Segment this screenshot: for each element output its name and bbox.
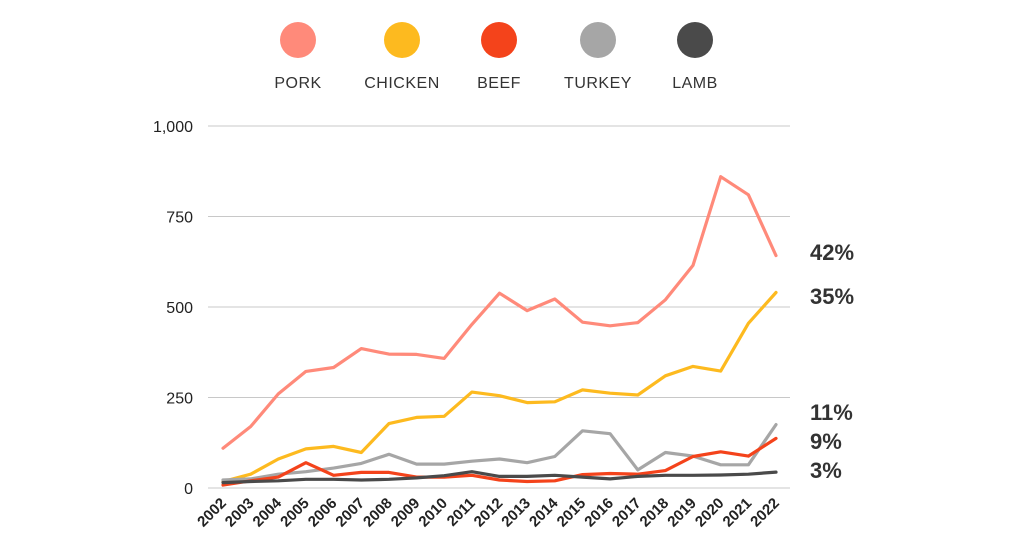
- end-label-chicken: 35%: [810, 284, 854, 309]
- legend: PORK CHICKEN BEEF TURKEY LAMB: [274, 22, 717, 92]
- series-line-beef: [221, 436, 778, 487]
- x-tick-label: 2012: [471, 495, 507, 531]
- legend-swatch-lamb: [677, 22, 713, 58]
- x-tick-label: 2007: [332, 495, 368, 531]
- x-tick-label: 2016: [581, 495, 617, 531]
- x-axis-ticks: 2002200320042005200620072008200920102011…: [194, 494, 783, 530]
- end-labels: 42% 35% 11% 9% 3%: [810, 240, 854, 483]
- legend-label-lamb: LAMB: [672, 75, 718, 92]
- x-tick-label: 2014: [526, 494, 562, 530]
- end-label-lamb: 3%: [810, 458, 842, 483]
- series-line-lamb: [221, 470, 778, 485]
- x-tick-label: 2006: [305, 495, 341, 531]
- end-label-pork: 42%: [810, 240, 854, 265]
- legend-swatch-pork: [280, 22, 316, 58]
- legend-label-pork: PORK: [274, 75, 321, 92]
- x-tick-label: 2019: [664, 495, 700, 531]
- x-tick-label: 2005: [277, 495, 313, 531]
- y-tick-label: 0: [184, 481, 193, 498]
- series-lines: [221, 175, 778, 487]
- end-label-turkey: 11%: [810, 400, 853, 425]
- x-tick-label: 2002: [194, 495, 230, 531]
- legend-label-chicken: CHICKEN: [364, 75, 440, 92]
- x-tick-label: 2003: [222, 495, 258, 531]
- y-tick-label: 250: [166, 391, 193, 408]
- x-tick-label: 2008: [360, 495, 396, 531]
- y-tick-label: 500: [166, 300, 193, 317]
- gridlines: [208, 125, 790, 489]
- x-tick-label: 2015: [554, 495, 590, 531]
- x-tick-label: 2017: [609, 495, 645, 531]
- series-line-pork: [221, 175, 778, 450]
- x-tick-label: 2021: [720, 495, 756, 531]
- x-tick-label: 2011: [444, 495, 479, 530]
- legend-swatch-turkey: [580, 22, 616, 58]
- legend-label-beef: BEEF: [477, 75, 521, 92]
- x-tick-label: 2018: [637, 495, 673, 531]
- y-tick-label: 1,000: [153, 119, 193, 136]
- end-label-beef: 9%: [810, 429, 842, 454]
- y-axis-ticks: 0 250 500 750 1,000: [153, 119, 193, 498]
- x-tick-label: 2010: [415, 495, 451, 531]
- legend-swatch-chicken: [384, 22, 420, 58]
- legend-label-turkey: TURKEY: [564, 75, 632, 92]
- series-line-turkey: [221, 423, 778, 482]
- x-tick-label: 2022: [747, 495, 783, 531]
- series-line-chicken: [221, 290, 778, 484]
- x-tick-label: 2009: [388, 495, 424, 531]
- x-tick-label: 2013: [498, 495, 534, 531]
- y-tick-label: 750: [166, 210, 193, 227]
- legend-swatch-beef: [481, 22, 517, 58]
- x-tick-label: 2020: [692, 495, 728, 531]
- x-tick-label: 2004: [250, 494, 286, 530]
